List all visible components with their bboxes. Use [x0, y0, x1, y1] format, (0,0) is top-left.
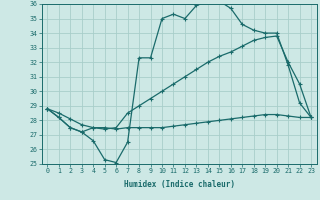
X-axis label: Humidex (Indice chaleur): Humidex (Indice chaleur) [124, 180, 235, 189]
